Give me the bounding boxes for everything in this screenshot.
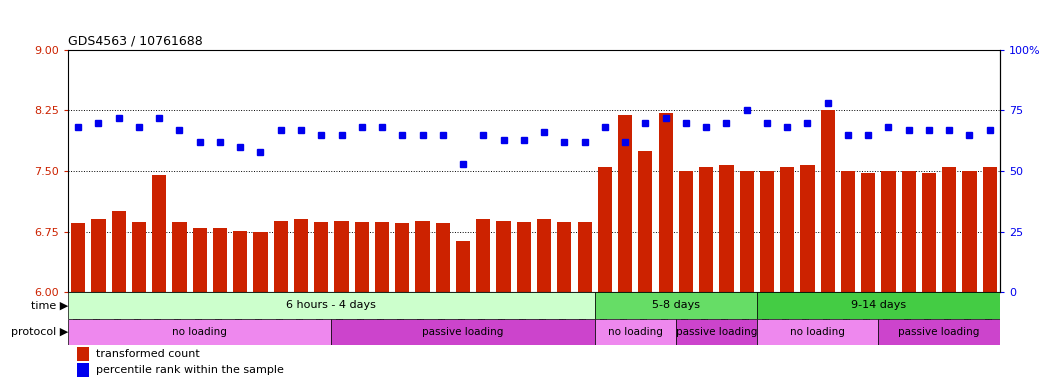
Bar (496, 221, 511, 292)
Bar (618, 114, 632, 292)
Text: 5-8 days: 5-8 days (652, 300, 699, 310)
Text: no loading: no loading (608, 327, 663, 337)
Bar (416, 221, 429, 292)
Text: transformed count: transformed count (96, 349, 200, 359)
Bar (962, 171, 977, 292)
Bar (375, 222, 389, 292)
Bar (517, 222, 531, 292)
Bar (841, 171, 855, 292)
Bar (193, 227, 207, 292)
Bar (760, 171, 774, 292)
Bar (878, 318, 1000, 345)
Text: 9-14 days: 9-14 days (851, 300, 906, 310)
Text: percentile rank within the sample: percentile rank within the sample (96, 365, 284, 375)
Text: time ▶: time ▶ (30, 300, 68, 310)
Bar (719, 166, 734, 292)
Bar (112, 211, 126, 292)
Bar (77, 363, 89, 377)
Bar (436, 223, 450, 292)
Bar (91, 219, 106, 292)
Bar (152, 175, 166, 292)
Text: no loading: no loading (173, 327, 227, 337)
Bar (901, 171, 916, 292)
Bar (821, 111, 834, 292)
Bar (739, 171, 754, 292)
Bar (595, 292, 757, 318)
Bar (598, 167, 611, 292)
Bar (314, 222, 329, 292)
Bar (757, 292, 1000, 318)
Bar (68, 292, 595, 318)
Text: passive loading: passive loading (675, 327, 757, 337)
Text: passive loading: passive loading (422, 327, 504, 337)
Bar (983, 167, 997, 292)
Bar (71, 223, 85, 292)
Bar (294, 219, 308, 292)
Text: passive loading: passive loading (898, 327, 980, 337)
Bar (780, 167, 795, 292)
Text: no loading: no loading (790, 327, 845, 337)
Bar (456, 241, 470, 292)
Bar (476, 219, 490, 292)
Text: 6 hours - 4 days: 6 hours - 4 days (287, 300, 376, 310)
Bar (800, 166, 815, 292)
Bar (173, 222, 186, 292)
Bar (678, 171, 693, 292)
Bar (334, 221, 349, 292)
Bar (68, 318, 332, 345)
Bar (395, 223, 409, 292)
Bar (213, 228, 227, 292)
Bar (537, 219, 551, 292)
Bar (861, 173, 875, 292)
Bar (132, 222, 146, 292)
Bar (757, 318, 878, 345)
Bar (233, 231, 247, 292)
Bar (882, 171, 895, 292)
Bar (922, 173, 936, 292)
Bar (253, 232, 268, 292)
Text: GDS4563 / 10761688: GDS4563 / 10761688 (68, 35, 203, 48)
Bar (332, 318, 595, 345)
Bar (578, 222, 592, 292)
Bar (77, 348, 89, 361)
Bar (557, 222, 572, 292)
Bar (659, 113, 673, 292)
Bar (699, 167, 713, 292)
Bar (675, 318, 757, 345)
Bar (355, 222, 369, 292)
Bar (639, 151, 652, 292)
Bar (273, 221, 288, 292)
Text: protocol ▶: protocol ▶ (10, 327, 68, 337)
Bar (942, 167, 956, 292)
Bar (595, 318, 675, 345)
